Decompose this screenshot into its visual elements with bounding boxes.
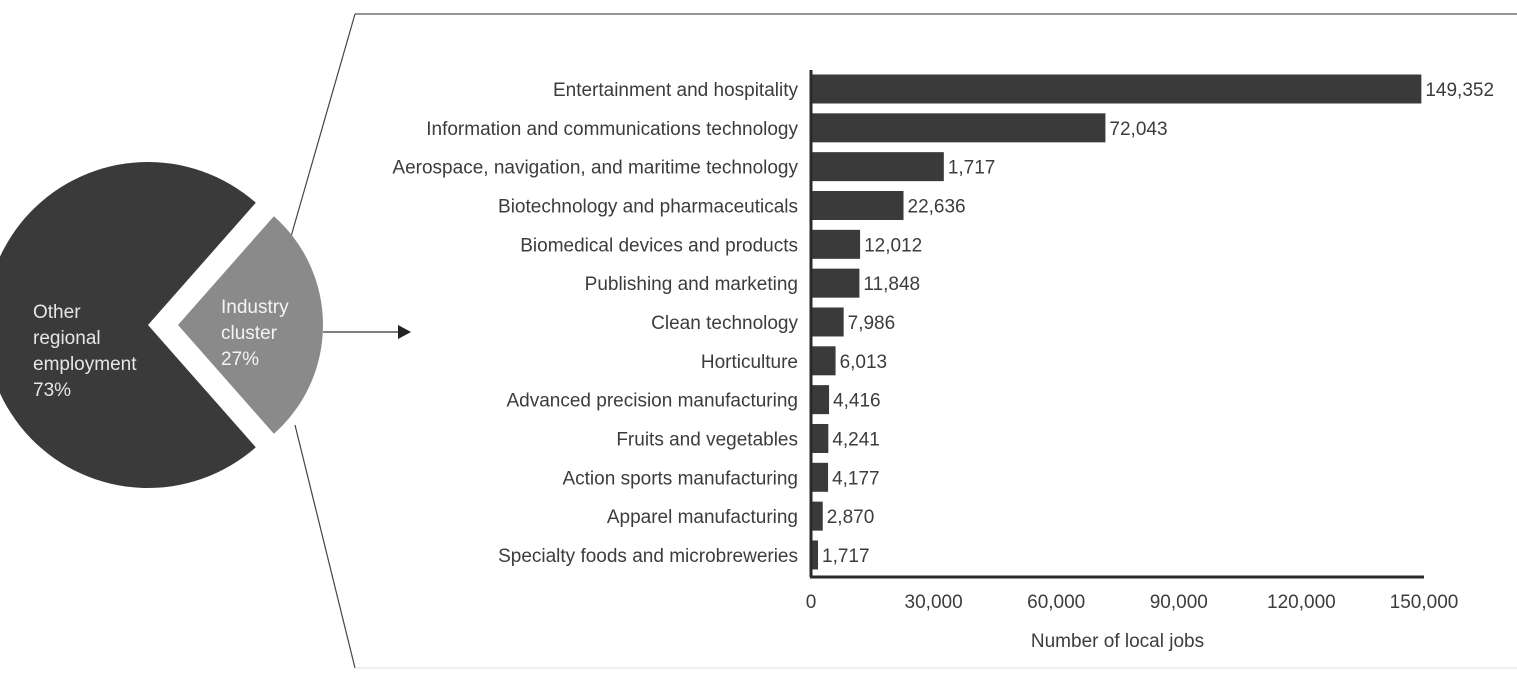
pie-label-cluster: Industry cluster 27%: [221, 297, 294, 370]
category-label-horticulture: Horticulture: [701, 352, 798, 373]
pie-label-other-line-3: employment: [33, 354, 137, 375]
bar-advanced-precision-manufacturing: [811, 385, 830, 415]
value-label-apparel-manufacturing: 2,870: [827, 507, 875, 528]
pie-chart: Other regional employment 73% Industry c…: [0, 162, 324, 488]
category-label-apparel-manufacturing: Apparel manufacturing: [607, 507, 798, 528]
value-label-specialty-foods-and-microbreweries: 1,717: [822, 546, 870, 567]
value-label-information-and-communications-technology: 72,043: [1109, 119, 1167, 140]
pie-label-cluster-line-1: Industry: [221, 297, 289, 318]
value-label-advanced-precision-manufacturing: 4,416: [833, 391, 881, 412]
bar-biomedical-devices-and-products: [811, 229, 861, 259]
pie-label-cluster-line-2: cluster: [221, 323, 278, 344]
value-label-biotechnology-and-pharmaceuticals: 22,636: [908, 196, 966, 217]
category-label-clean-technology: Clean technology: [651, 313, 798, 334]
value-label-entertainment-and-hospitality: 149,352: [1425, 80, 1494, 101]
x-tick-label-0: 0: [806, 592, 817, 613]
bar-information-and-communications-technology: [811, 113, 1106, 143]
callout-lower-connector: [294, 424, 356, 669]
x-tick-label-150000: 150,000: [1390, 592, 1459, 613]
callout-frame: [289, 13, 1517, 669]
category-label-action-sports-manufacturing: Action sports manufacturing: [562, 468, 798, 489]
pie-slice-other-regional-employment: [0, 162, 256, 488]
pie-slice-industry-cluster: [178, 216, 324, 434]
bar-apparel-manufacturing: [811, 501, 823, 531]
pie-label-cluster-line-3: 27%: [221, 349, 259, 370]
value-labels: 149,352 72,043 1,717 22,636 12,012 11,848 7,98…: [822, 80, 1494, 567]
category-label-biomedical-devices-and-products: Biomedical devices and products: [520, 235, 798, 256]
x-axis-title: Number of local jobs: [1031, 631, 1204, 652]
bar-chart: Entertainment and hospitality Information…: [392, 70, 1494, 652]
category-label-entertainment-and-hospitality: Entertainment and hospitality: [553, 80, 799, 101]
bar-publishing-and-marketing: [811, 268, 860, 298]
bar-aerospace-navigation-and-maritime-technology: [811, 152, 944, 182]
value-label-fruits-and-vegetables: 4,241: [832, 429, 880, 450]
pointer-arrow: [323, 325, 411, 339]
callout-upper-connector: [289, 13, 356, 241]
value-label-aerospace-navigation-and-maritime-technology: 1,717: [948, 158, 996, 179]
category-labels: Entertainment and hospitality Information…: [392, 80, 798, 567]
category-label-information-and-communications-technology: Information and communications technolog…: [426, 119, 798, 140]
bar-horticulture: [811, 346, 836, 376]
pie-label-other: Other regional employment 73%: [33, 302, 142, 401]
value-label-biomedical-devices-and-products: 12,012: [864, 235, 922, 256]
category-label-fruits-and-vegetables: Fruits and vegetables: [616, 429, 798, 450]
bar-action-sports-manufacturing: [811, 462, 829, 492]
bar-clean-technology: [811, 307, 844, 337]
category-label-specialty-foods-and-microbreweries: Specialty foods and microbreweries: [498, 546, 798, 567]
category-label-publishing-and-marketing: Publishing and marketing: [585, 274, 798, 295]
pie-label-other-line-4: 73%: [33, 380, 71, 401]
bar-fruits-and-vegetables: [811, 423, 829, 453]
category-label-aerospace-navigation-and-maritime-technology: Aerospace, navigation, and maritime tech…: [392, 158, 798, 179]
x-tick-label-30000: 30,000: [905, 592, 963, 613]
x-tick-label-90000: 90,000: [1150, 592, 1208, 613]
x-tick-label-120000: 120,000: [1267, 592, 1336, 613]
pointer-arrow-head: [398, 325, 411, 339]
category-label-biotechnology-and-pharmaceuticals: Biotechnology and pharmaceuticals: [498, 196, 798, 217]
value-label-horticulture: 6,013: [840, 352, 888, 373]
bar-series: [811, 74, 1422, 570]
category-label-advanced-precision-manufacturing: Advanced precision manufacturing: [506, 391, 798, 412]
value-label-publishing-and-marketing: 11,848: [863, 274, 920, 295]
pie-label-other-line-1: Other: [33, 302, 81, 323]
bar-entertainment-and-hospitality: [811, 74, 1422, 104]
x-tick-label-60000: 60,000: [1027, 592, 1085, 613]
value-label-action-sports-manufacturing: 4,177: [832, 468, 880, 489]
x-axis-ticks: 0 30,000 60,000 90,000 120,000 150,000: [806, 592, 1459, 613]
pie-label-other-line-2: regional: [33, 328, 101, 349]
value-label-clean-technology: 7,986: [848, 313, 896, 334]
bar-biotechnology-and-pharmaceuticals: [811, 190, 904, 220]
bar-specialty-foods-and-microbreweries: [811, 540, 819, 570]
